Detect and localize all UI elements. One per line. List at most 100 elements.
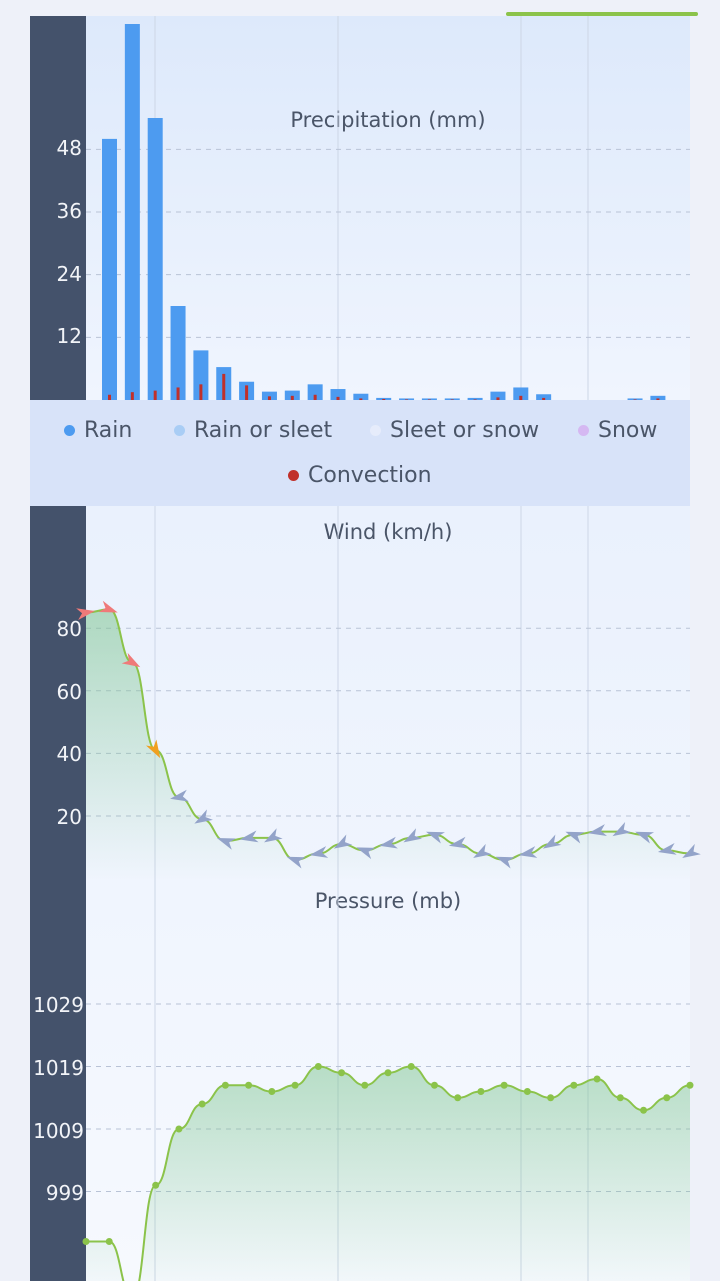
convection-bar <box>176 387 180 400</box>
pressure-point <box>338 1069 346 1077</box>
wind-direction-icon <box>309 846 329 858</box>
pressure-point <box>175 1125 183 1133</box>
rain-bar <box>490 391 506 400</box>
wind-direction-icon <box>657 842 677 855</box>
rain-dot-icon <box>64 425 75 436</box>
legend-item-sleet-or-snow[interactable]: Sleet or snow <box>370 418 539 443</box>
pressure-point <box>105 1238 113 1245</box>
convection-bar <box>130 392 134 400</box>
convection-bar <box>656 398 660 400</box>
pressure-point <box>547 1094 555 1102</box>
rain-bar <box>330 389 346 400</box>
wind-direction-icon <box>682 843 701 859</box>
pressure-point <box>570 1081 578 1089</box>
convection-bar <box>519 395 523 400</box>
legend-item-convection[interactable]: Convection <box>288 463 432 488</box>
wind-ytick: 80 <box>56 617 82 641</box>
rain-bar <box>353 393 369 400</box>
sleet-or-snow-dot-icon <box>370 425 381 436</box>
legend-item-rain-or-sleet[interactable]: Rain or sleet <box>174 418 332 443</box>
legend-item-rain[interactable]: Rain <box>64 418 132 443</box>
pressure-area <box>86 1066 690 1281</box>
convection-bar <box>427 399 431 400</box>
convection-bar <box>473 399 477 400</box>
rain-bar <box>170 306 186 400</box>
wind-direction-icon <box>264 828 283 843</box>
legend-item-snow[interactable]: Snow <box>578 418 657 443</box>
pressure-point <box>407 1063 415 1070</box>
pressure-point <box>384 1069 392 1077</box>
rain-or-sleet-dot-icon <box>174 425 185 436</box>
convection-bar <box>405 399 409 400</box>
pressure-point <box>314 1063 322 1070</box>
wind-direction-icon <box>239 830 259 843</box>
pressure-ytick: 999 <box>45 1181 84 1205</box>
pressure-point <box>477 1088 485 1095</box>
rain-bar <box>650 395 666 400</box>
convection-bar <box>496 397 500 400</box>
legend-label: Rain <box>84 418 133 443</box>
pressure-point <box>640 1106 648 1114</box>
snow-dot-icon <box>578 425 589 436</box>
pressure-point <box>500 1081 508 1089</box>
rain-bar <box>399 398 415 400</box>
convection-bar <box>633 399 637 400</box>
convection-bar <box>153 390 157 400</box>
wind-direction-icon <box>333 834 353 849</box>
precip-legend: Rain Rain or sleet Sleet or snow Snow Co… <box>30 400 690 506</box>
convection-bar <box>542 397 546 400</box>
wind-direction-icon <box>216 837 236 850</box>
rain-bar <box>421 398 437 400</box>
precip-title: Precipitation (mm) <box>290 108 486 132</box>
wind-direction-icon <box>612 821 632 837</box>
pressure-point <box>616 1094 624 1102</box>
pressure-point <box>361 1081 369 1089</box>
rain-bar <box>284 390 300 400</box>
wind-direction-icon <box>356 847 376 860</box>
wind-direction-icon <box>98 600 118 613</box>
pressure-point <box>291 1081 299 1089</box>
wind-direction-icon <box>426 831 445 844</box>
convection-dot-icon <box>288 470 299 481</box>
pressure-point <box>245 1081 253 1089</box>
pressure-point <box>686 1081 694 1089</box>
wind-direction-icon <box>286 856 306 869</box>
legend-label: Rain or sleet <box>194 418 333 443</box>
wind-ytick: 40 <box>56 742 82 766</box>
pressure-point <box>454 1094 462 1102</box>
active-tab-indicator <box>506 12 698 16</box>
precip-plot-area <box>86 16 690 400</box>
wind-area <box>86 609 690 880</box>
convection-bar <box>313 394 317 400</box>
pressure-point <box>268 1088 276 1095</box>
wind-direction-icon <box>194 809 213 824</box>
pressure-point <box>198 1100 206 1108</box>
wind-direction-icon <box>76 608 95 621</box>
wind-pressure-y-axis <box>30 506 86 1281</box>
rain-bar <box>261 391 277 400</box>
wind-direction-icon <box>403 828 423 843</box>
precip-ytick: 12 <box>56 324 82 348</box>
convection-bar <box>450 399 454 400</box>
wind-direction-icon <box>495 856 515 869</box>
convection-bar <box>222 373 226 400</box>
wind-direction-icon <box>121 652 141 668</box>
pressure-point <box>430 1081 438 1089</box>
wind-direction-icon <box>565 831 585 844</box>
precip-y-axis <box>30 16 86 400</box>
wind-direction-icon <box>473 843 492 859</box>
wind-direction-icon <box>448 836 468 849</box>
wind-direction-icon <box>145 739 161 759</box>
pressure-point <box>221 1081 229 1089</box>
legend-label: Convection <box>308 463 432 488</box>
wind-title: Wind (km/h) <box>323 520 453 544</box>
legend-label: Sleet or snow <box>390 418 540 443</box>
precip-ytick: 24 <box>56 262 82 286</box>
convection-bar <box>336 396 340 400</box>
convection-bar <box>382 398 386 400</box>
rain-bar <box>627 398 643 400</box>
pressure-point <box>593 1075 601 1083</box>
rain-bar <box>467 397 483 400</box>
rain-bar <box>102 138 117 400</box>
